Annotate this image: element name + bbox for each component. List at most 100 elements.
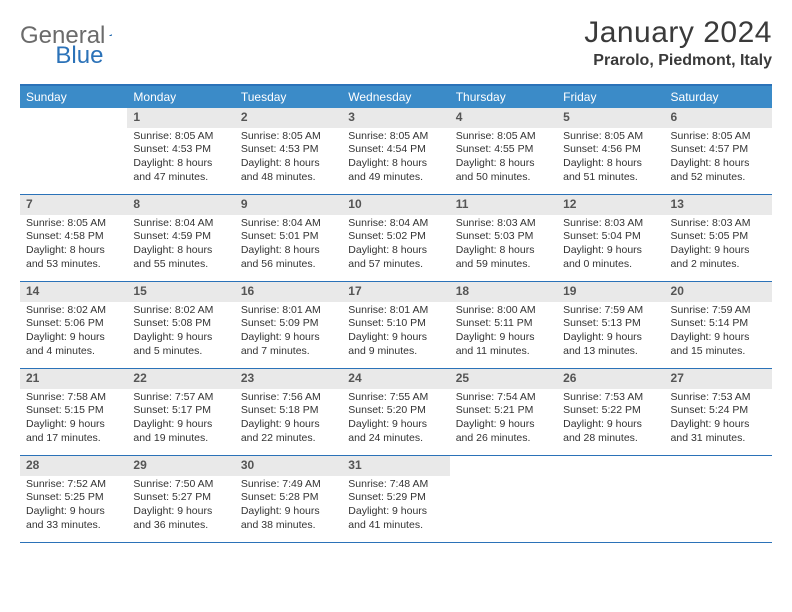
logo: General Blue [20,22,185,50]
daylight-line-1: Daylight: 9 hours [671,418,766,432]
day-body: Sunrise: 7:48 AMSunset: 5:29 PMDaylight:… [342,478,449,537]
daylight-line-2: and 49 minutes. [348,171,443,185]
sunset-text: Sunset: 5:14 PM [671,317,766,331]
daylight-line-2: and 55 minutes. [133,258,228,272]
day-number: 4 [450,108,557,128]
day-cell: 31Sunrise: 7:48 AMSunset: 5:29 PMDayligh… [342,456,449,542]
daylight-line-1: Daylight: 8 hours [133,244,228,258]
sunrise-text: Sunrise: 8:04 AM [348,217,443,231]
daylight-line-2: and 24 minutes. [348,432,443,446]
day-body: Sunrise: 8:04 AMSunset: 4:59 PMDaylight:… [127,217,234,276]
day-number: 8 [127,195,234,215]
day-body: Sunrise: 7:53 AMSunset: 5:22 PMDaylight:… [557,391,664,450]
day-number: 25 [450,369,557,389]
day-number: 10 [342,195,449,215]
day-cell: 6Sunrise: 8:05 AMSunset: 4:57 PMDaylight… [665,108,772,194]
day-cell: 22Sunrise: 7:57 AMSunset: 5:17 PMDayligh… [127,369,234,455]
daylight-line-2: and 4 minutes. [26,345,121,359]
day-body: Sunrise: 7:49 AMSunset: 5:28 PMDaylight:… [235,478,342,537]
day-number: 7 [20,195,127,215]
day-cell: 29Sunrise: 7:50 AMSunset: 5:27 PMDayligh… [127,456,234,542]
day-body: Sunrise: 8:03 AMSunset: 5:05 PMDaylight:… [665,217,772,276]
daylight-line-1: Daylight: 9 hours [241,331,336,345]
day-number: 20 [665,282,772,302]
day-number: 16 [235,282,342,302]
daylight-line-2: and 11 minutes. [456,345,551,359]
day-number: 30 [235,456,342,476]
daylight-line-2: and 0 minutes. [563,258,658,272]
day-body: Sunrise: 8:00 AMSunset: 5:11 PMDaylight:… [450,304,557,363]
day-number [665,456,772,476]
daylight-line-1: Daylight: 9 hours [456,418,551,432]
sunset-text: Sunset: 4:53 PM [133,143,228,157]
logo-word-2: Blue [55,42,103,70]
daylight-line-2: and 26 minutes. [456,432,551,446]
day-number [557,456,664,476]
day-number: 15 [127,282,234,302]
sunset-text: Sunset: 5:02 PM [348,230,443,244]
daylight-line-2: and 5 minutes. [133,345,228,359]
day-body: Sunrise: 8:05 AMSunset: 4:53 PMDaylight:… [235,130,342,189]
sunset-text: Sunset: 5:27 PM [133,491,228,505]
sunrise-text: Sunrise: 7:54 AM [456,391,551,405]
daylight-line-2: and 15 minutes. [671,345,766,359]
day-body: Sunrise: 8:03 AMSunset: 5:03 PMDaylight:… [450,217,557,276]
title-area: January 2024 Prarolo, Piedmont, Italy [584,16,772,70]
month-title: January 2024 [584,16,772,50]
day-body: Sunrise: 7:57 AMSunset: 5:17 PMDaylight:… [127,391,234,450]
day-number: 29 [127,456,234,476]
sunrise-text: Sunrise: 8:05 AM [133,130,228,144]
daylight-line-1: Daylight: 9 hours [241,505,336,519]
day-of-week-cell: Thursday [450,86,557,108]
daylight-line-1: Daylight: 8 hours [563,157,658,171]
sunrise-text: Sunrise: 8:03 AM [563,217,658,231]
day-cell: 11Sunrise: 8:03 AMSunset: 5:03 PMDayligh… [450,195,557,281]
daylight-line-1: Daylight: 8 hours [241,157,336,171]
week-row: 7Sunrise: 8:05 AMSunset: 4:58 PMDaylight… [20,195,772,282]
sunrise-text: Sunrise: 7:53 AM [563,391,658,405]
day-body: Sunrise: 7:58 AMSunset: 5:15 PMDaylight:… [20,391,127,450]
daylight-line-2: and 36 minutes. [133,519,228,533]
daylight-line-2: and 7 minutes. [241,345,336,359]
sunset-text: Sunset: 4:53 PM [241,143,336,157]
location: Prarolo, Piedmont, Italy [584,52,772,70]
day-cell: 17Sunrise: 8:01 AMSunset: 5:10 PMDayligh… [342,282,449,368]
day-cell: 4Sunrise: 8:05 AMSunset: 4:55 PMDaylight… [450,108,557,194]
sunset-text: Sunset: 5:01 PM [241,230,336,244]
sunset-text: Sunset: 5:18 PM [241,404,336,418]
day-cell: 8Sunrise: 8:04 AMSunset: 4:59 PMDaylight… [127,195,234,281]
day-body: Sunrise: 7:50 AMSunset: 5:27 PMDaylight:… [127,478,234,537]
day-number: 12 [557,195,664,215]
daylight-line-1: Daylight: 9 hours [133,505,228,519]
day-body: Sunrise: 7:54 AMSunset: 5:21 PMDaylight:… [450,391,557,450]
day-cell: 18Sunrise: 8:00 AMSunset: 5:11 PMDayligh… [450,282,557,368]
sunrise-text: Sunrise: 7:59 AM [671,304,766,318]
day-number: 9 [235,195,342,215]
day-cell: 12Sunrise: 8:03 AMSunset: 5:04 PMDayligh… [557,195,664,281]
day-cell: 5Sunrise: 8:05 AMSunset: 4:56 PMDaylight… [557,108,664,194]
day-cell [450,456,557,542]
daylight-line-1: Daylight: 9 hours [563,244,658,258]
sunset-text: Sunset: 4:56 PM [563,143,658,157]
daylight-line-2: and 41 minutes. [348,519,443,533]
daylight-line-2: and 31 minutes. [671,432,766,446]
sunset-text: Sunset: 4:58 PM [26,230,121,244]
sunset-text: Sunset: 5:09 PM [241,317,336,331]
sunrise-text: Sunrise: 7:55 AM [348,391,443,405]
day-cell: 1Sunrise: 8:05 AMSunset: 4:53 PMDaylight… [127,108,234,194]
sunrise-text: Sunrise: 8:03 AM [671,217,766,231]
daylight-line-1: Daylight: 8 hours [26,244,121,258]
day-cell: 15Sunrise: 8:02 AMSunset: 5:08 PMDayligh… [127,282,234,368]
day-body: Sunrise: 8:02 AMSunset: 5:08 PMDaylight:… [127,304,234,363]
week-row: 28Sunrise: 7:52 AMSunset: 5:25 PMDayligh… [20,456,772,543]
week-row: 21Sunrise: 7:58 AMSunset: 5:15 PMDayligh… [20,369,772,456]
sunset-text: Sunset: 5:03 PM [456,230,551,244]
day-body: Sunrise: 7:52 AMSunset: 5:25 PMDaylight:… [20,478,127,537]
day-body: Sunrise: 7:59 AMSunset: 5:13 PMDaylight:… [557,304,664,363]
day-cell [557,456,664,542]
day-number: 6 [665,108,772,128]
daylight-line-1: Daylight: 8 hours [348,157,443,171]
daylight-line-1: Daylight: 9 hours [563,331,658,345]
daylight-line-2: and 38 minutes. [241,519,336,533]
day-body: Sunrise: 8:02 AMSunset: 5:06 PMDaylight:… [20,304,127,363]
